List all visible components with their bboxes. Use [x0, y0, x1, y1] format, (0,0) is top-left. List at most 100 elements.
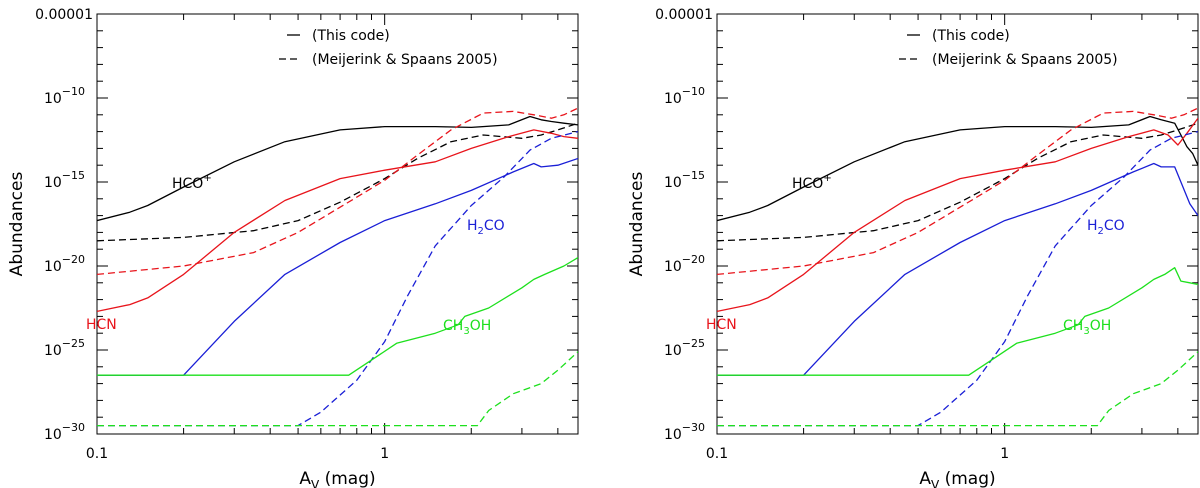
- species-label-sup: +: [823, 173, 831, 184]
- species-label-main: HCN: [86, 317, 117, 333]
- series-line: [97, 351, 578, 427]
- plot-frame: [716, 13, 1199, 435]
- y-axis-title: Abundances: [7, 172, 27, 277]
- y-tick-label: 10−20: [664, 253, 705, 275]
- species-label: H2CO: [1087, 218, 1125, 237]
- x-tick-label: 1: [1000, 446, 1009, 462]
- y-tick-base: 10: [664, 427, 682, 443]
- legend-label: (This code): [312, 28, 390, 44]
- y-tick-label: 10−30: [664, 421, 705, 443]
- species-label-sub: 3: [1083, 326, 1089, 337]
- y-tick-exponent: −30: [682, 421, 705, 434]
- species-label-main: HCO: [172, 176, 203, 192]
- y-tick-label: 10−10: [664, 85, 705, 107]
- species-label-sub: 2: [1098, 226, 1104, 237]
- x-axis-title-suffix: (mag): [939, 469, 995, 488]
- series-group: [717, 107, 1198, 427]
- series-line: [717, 117, 1198, 313]
- y-tick-exponent: −10: [682, 85, 705, 98]
- y-tick-base: 10: [44, 91, 62, 107]
- series-line: [97, 122, 578, 242]
- y-tick-base: 10: [44, 259, 62, 275]
- y-tick-base: 10: [664, 91, 682, 107]
- species-label: HCO+: [792, 173, 832, 192]
- series-line: [97, 257, 578, 376]
- species-label-sup: +: [203, 173, 211, 184]
- species-label: CH3OH: [1063, 318, 1111, 337]
- species-label: HCO+: [172, 173, 212, 192]
- x-axis-title-suffix: (mag): [319, 469, 375, 488]
- y-tick-label: 10−10: [44, 85, 85, 107]
- legend-label: (This code): [932, 28, 1010, 44]
- x-axis-title: AV (mag): [919, 469, 995, 488]
- species-label-sub: 2: [478, 226, 484, 237]
- species-label-main: HCN: [706, 317, 737, 333]
- y-tick-label: 10−25: [664, 337, 705, 359]
- x-tick-label: 1: [380, 446, 389, 462]
- legend-label: (Meijerink & Spaans 2005): [312, 52, 498, 68]
- series-line: [717, 130, 1198, 427]
- y-tick-label: 10−25: [44, 337, 85, 359]
- y-tick-exponent: −10: [62, 85, 85, 98]
- species-label-main: HCO: [792, 176, 823, 192]
- series-line: [97, 107, 578, 276]
- y-tick-label: 10−30: [44, 421, 85, 443]
- series-line: [717, 115, 1198, 222]
- y-tick-base: 10: [664, 259, 682, 275]
- species-label: H2CO: [467, 218, 505, 237]
- species-label-sub: 3: [463, 326, 469, 337]
- y-tick-exponent: −15: [62, 169, 85, 182]
- y-tick-exponent: −20: [62, 253, 85, 266]
- x-axis-title-sub: V: [311, 478, 320, 488]
- species-label-post: OH: [1090, 318, 1112, 334]
- series-line: [717, 162, 1198, 376]
- y-tick-exponent: −20: [682, 253, 705, 266]
- series-line: [717, 267, 1198, 376]
- species-label-post: OH: [470, 318, 492, 334]
- y-axis-title: Abundances: [627, 172, 647, 277]
- x-axis-title-main: A: [299, 469, 311, 488]
- x-axis-title-main: A: [919, 469, 931, 488]
- x-axis-title-sub: V: [931, 478, 940, 488]
- x-tick-label: 0.1: [706, 446, 728, 462]
- species-label-main: CH: [1063, 318, 1083, 334]
- y-tick-exponent: −25: [62, 337, 85, 350]
- y-tick-label: 10−15: [664, 169, 705, 191]
- y-tick-base: 10: [44, 343, 62, 359]
- species-label-post: CO: [1104, 218, 1125, 234]
- y-tick-base: 10: [44, 175, 62, 191]
- plot-frame: [96, 13, 579, 435]
- y-tick-label-top: 0.00001: [655, 7, 713, 23]
- species-label: HCN: [706, 317, 737, 333]
- species-label-main: CH: [443, 318, 463, 334]
- x-axis-title: AV (mag): [299, 469, 375, 488]
- y-tick-label: 10−20: [44, 253, 85, 275]
- species-label: HCN: [86, 317, 117, 333]
- x-tick-label: 0.1: [86, 446, 108, 462]
- species-label-main: H: [467, 218, 478, 234]
- y-tick-base: 10: [44, 427, 62, 443]
- y-tick-label: 10−15: [44, 169, 85, 191]
- y-tick-exponent: −30: [62, 421, 85, 434]
- series-line: [97, 129, 578, 313]
- species-label-main: H: [1087, 218, 1098, 234]
- species-label-post: CO: [484, 218, 505, 234]
- y-tick-exponent: −25: [682, 337, 705, 350]
- legend-label: (Meijerink & Spaans 2005): [932, 52, 1118, 68]
- series-line: [717, 351, 1198, 427]
- y-tick-base: 10: [664, 343, 682, 359]
- y-tick-label-top: 0.00001: [35, 7, 93, 23]
- series-line: [97, 115, 578, 222]
- series-group: [97, 107, 578, 427]
- y-tick-exponent: −15: [682, 169, 705, 182]
- series-line: [97, 130, 578, 427]
- series-line: [97, 157, 578, 376]
- series-line: [717, 107, 1198, 276]
- species-label: CH3OH: [443, 318, 491, 337]
- series-line: [717, 122, 1198, 242]
- y-tick-base: 10: [664, 175, 682, 191]
